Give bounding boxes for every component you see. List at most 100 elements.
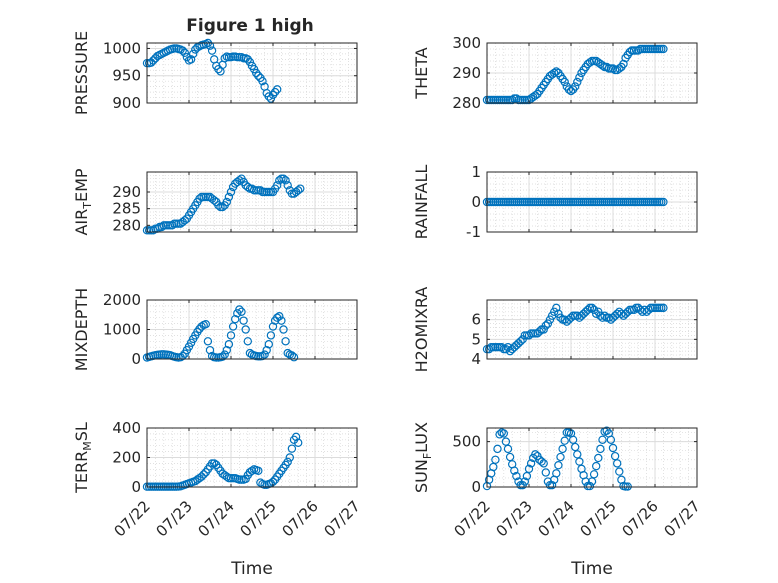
y-tick-label: 900 — [112, 94, 141, 112]
data-point — [247, 466, 257, 475]
data-point — [501, 437, 511, 446]
data-point — [522, 471, 532, 481]
data-point — [214, 64, 223, 74]
data-point — [581, 477, 590, 486]
y-tick-label: 200 — [112, 449, 141, 467]
data-point — [659, 197, 668, 207]
y-tick-label: 0 — [471, 478, 481, 496]
data-point — [558, 444, 567, 454]
x-tick-label: 07/23 — [153, 497, 196, 540]
data-point — [186, 55, 196, 64]
x-tick-label: 07/24 — [535, 497, 578, 540]
data-point — [222, 345, 231, 355]
data-point — [554, 461, 563, 470]
data-point — [273, 313, 282, 322]
data-point — [508, 95, 517, 105]
x-tick-label: 07/22 — [451, 497, 494, 540]
data-point — [575, 73, 584, 82]
data-point — [512, 94, 521, 103]
data-point — [180, 216, 189, 225]
y-tick-label: 290 — [112, 183, 141, 201]
data-point — [524, 464, 534, 474]
data-point — [287, 444, 297, 453]
data-point — [537, 457, 546, 466]
y-tick-label: 0 — [471, 193, 481, 211]
data-point — [573, 77, 582, 87]
data-point — [571, 442, 580, 452]
data-point — [224, 340, 234, 349]
data-point — [608, 443, 618, 453]
data-point — [625, 47, 635, 57]
data-point — [602, 62, 611, 72]
data-point — [560, 436, 569, 445]
data-point — [258, 351, 267, 361]
data-point — [615, 64, 624, 73]
y-tick-label: 950 — [112, 67, 141, 85]
data-point — [608, 64, 618, 73]
data-point — [583, 305, 593, 315]
data-point — [193, 475, 202, 484]
data-point — [201, 319, 210, 329]
data-point — [554, 309, 563, 318]
y-tick-label: 290 — [452, 64, 481, 82]
data-point — [254, 71, 263, 80]
data-point — [260, 350, 269, 359]
data-point — [552, 67, 561, 76]
data-point — [283, 457, 292, 467]
data-point — [237, 307, 246, 316]
data-point — [510, 466, 519, 475]
y-tick-label: 0 — [131, 478, 141, 496]
data-point — [594, 453, 603, 463]
data-point — [598, 435, 607, 444]
data-point — [220, 54, 229, 63]
x-tick-label: 07/26 — [279, 497, 322, 540]
y-axis-label: PRESSURE — [72, 31, 91, 115]
y-axis-label: THETA — [412, 47, 431, 99]
x-tick-label: 07/27 — [321, 497, 364, 540]
data-point — [531, 91, 540, 100]
data-point — [587, 303, 597, 313]
data-point — [573, 450, 582, 459]
data-point — [197, 472, 206, 481]
data-point — [615, 467, 624, 476]
y-tick-label: 1000 — [103, 39, 141, 57]
data-point — [501, 344, 511, 354]
y-tick-label: 6 — [471, 311, 481, 329]
data-point — [629, 305, 639, 315]
y-axis-label: TERRMSL — [72, 422, 94, 494]
data-point — [220, 350, 229, 359]
data-point — [218, 202, 227, 212]
data-point — [543, 319, 553, 328]
data-point — [566, 86, 576, 96]
data-point — [503, 343, 513, 352]
data-point — [222, 197, 231, 207]
data-point — [197, 322, 206, 331]
data-point — [188, 49, 198, 59]
data-point — [571, 82, 580, 91]
x-axis-label: Time — [230, 559, 273, 579]
data-point — [592, 461, 601, 471]
data-point — [205, 345, 215, 355]
data-point — [602, 426, 611, 435]
data-point — [592, 309, 601, 318]
data-point — [235, 305, 244, 314]
subplot-h2omixra: 4 56 H2OMIXRA — [412, 287, 698, 373]
data-point — [552, 303, 561, 313]
y-tick-label: 1 — [471, 163, 481, 181]
data-point — [594, 307, 603, 316]
chart-title: Figure 1 high — [186, 16, 314, 36]
data-point — [264, 340, 273, 349]
data-point — [610, 451, 620, 461]
y-tick-label: 500 — [452, 433, 481, 451]
data-point — [613, 459, 622, 468]
y-tick-label: 0 — [131, 350, 141, 368]
data-point — [289, 353, 299, 362]
data-point — [568, 435, 578, 444]
x-tick-label: 07/25 — [237, 497, 280, 540]
y-axis-label: H2OMIXRA — [412, 287, 431, 373]
y-axis-label: RAINFALL — [412, 165, 431, 240]
data-point — [497, 343, 506, 352]
data-point — [243, 55, 252, 64]
